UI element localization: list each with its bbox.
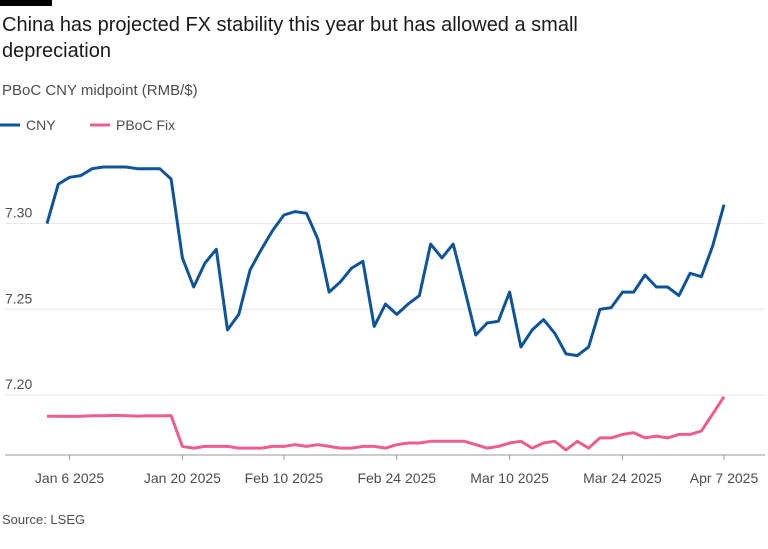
x-tick-label: Jan 20 2025 — [144, 470, 221, 486]
x-tick-label: Feb 24 2025 — [357, 470, 436, 486]
x-tick-label: Mar 10 2025 — [470, 470, 549, 486]
chart-title: China has projected FX stability this ye… — [2, 14, 578, 62]
series-line — [45, 165, 726, 358]
legend-label: CNY — [26, 117, 56, 133]
series-line — [47, 395, 726, 452]
brand-bar — [0, 0, 52, 6]
x-tick-label: Feb 10 2025 — [245, 470, 324, 486]
source: Source: LSEG — [2, 512, 86, 527]
y-tick-label: 7.30 — [5, 205, 32, 221]
x-tick-label: Jan 6 2025 — [35, 470, 104, 486]
chart-subtitle: PBoC CNY midpoint (RMB/$) — [2, 82, 198, 99]
legend-label: PBoC Fix — [116, 117, 175, 133]
y-tick-label: 7.20 — [5, 376, 32, 392]
x-tick-label: Apr 7 2025 — [690, 470, 759, 486]
y-tick-label: 7.25 — [5, 290, 32, 306]
x-tick-label: Mar 24 2025 — [583, 470, 662, 486]
